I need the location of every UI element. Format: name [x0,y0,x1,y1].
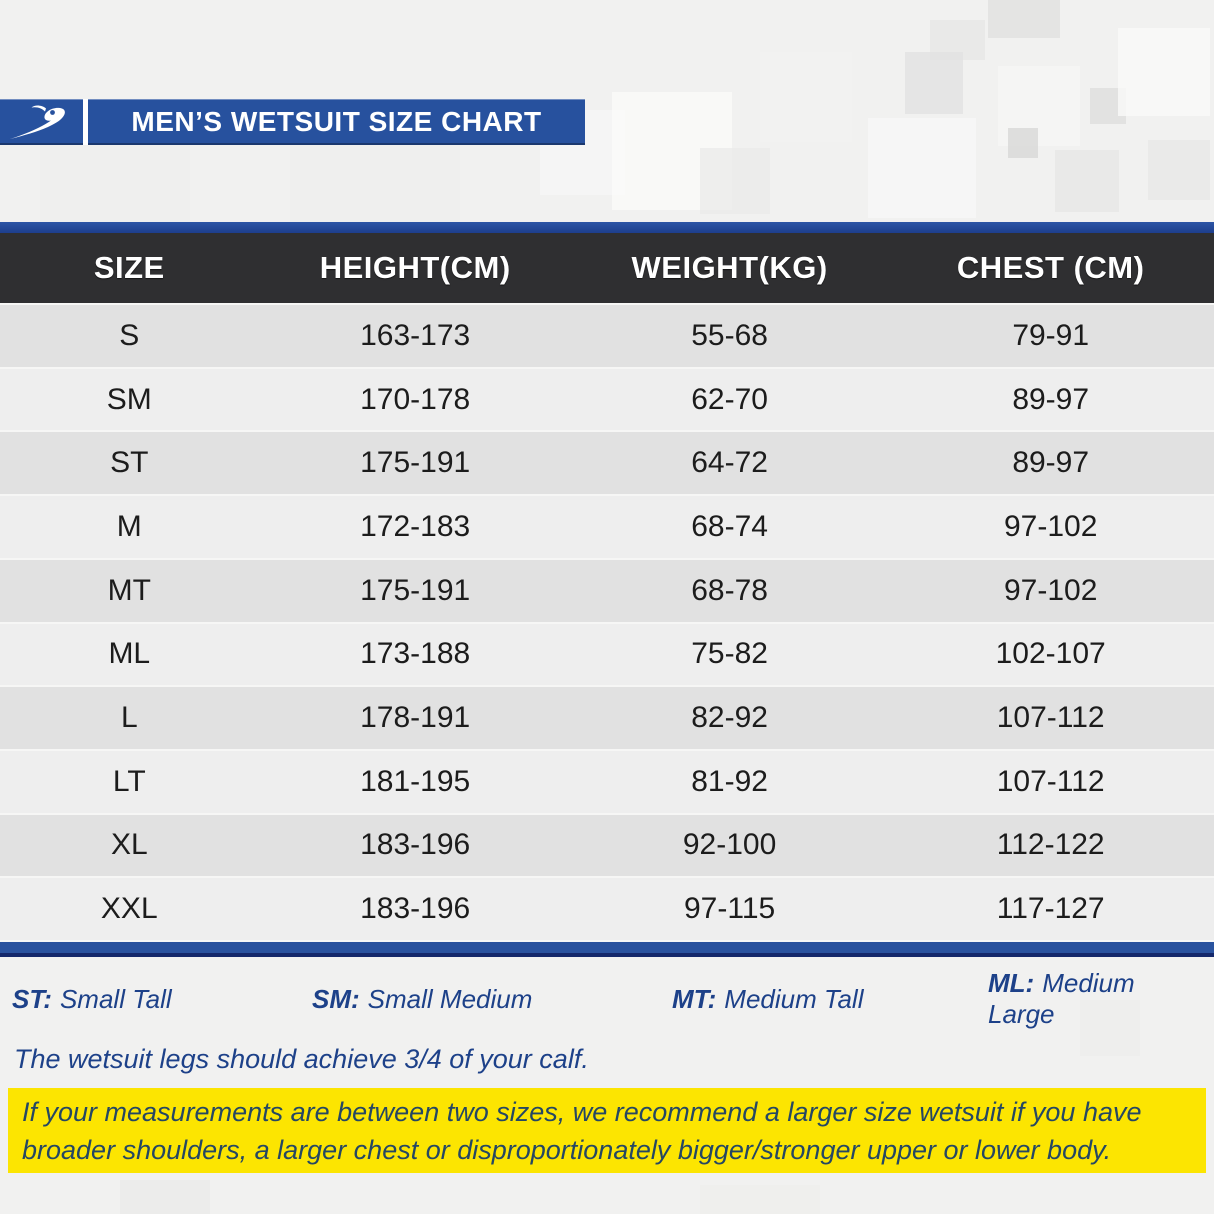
table-top-strip [0,222,1214,233]
texture-square [120,1180,210,1214]
table-cell: ML [108,637,151,671]
table-bottom-strip [0,940,1214,957]
table-cell: 89-97 [1012,446,1090,480]
table-cell: 68-78 [691,573,768,607]
table-cell: 181-195 [360,764,471,798]
texture-square [868,118,976,218]
table-cell: 97-102 [1003,509,1098,543]
column-header-chest: CHEST (CM) [956,250,1145,285]
column-header-height: HEIGHT(CM) [319,250,511,285]
legend-abbr: SM: [312,983,360,1014]
table-cell: SM [106,382,152,416]
texture-square [930,20,985,60]
legend-item-st: ST: Small Tall [12,984,312,1015]
texture-square [988,0,1060,38]
table-row: LT 181-195 81-92 107-112 [0,748,1214,813]
abbreviation-legend: ST: Small Tall SM: Small Medium MT: Medium … [12,968,1208,1029]
table-cell: 163-173 [360,318,471,352]
table-cell: 183-196 [360,828,471,862]
texture-square [1008,128,1038,158]
table-cell: 81-92 [691,764,768,798]
texture-square [1080,1000,1140,1056]
title-bar: MEN’S WETSUIT SIZE CHART [88,99,585,145]
size-recommendation-note: If your measurements are between two siz… [8,1088,1206,1173]
table-cell: L [120,701,138,735]
table-cell: 55-68 [691,318,768,352]
page-title: MEN’S WETSUIT SIZE CHART [131,106,542,137]
table-cell: 82-92 [691,701,768,735]
texture-square [1148,140,1210,200]
legend-abbr: MT: [672,983,717,1014]
size-table-header: SIZE HEIGHT(CM) WEIGHT(KG) CHEST (CM) [0,233,1214,303]
table-cell: 79-91 [1012,318,1090,352]
table-cell: MT [107,573,151,607]
table-row: XXL 183-196 97-115 117-127 [0,876,1214,941]
swoosh-s-icon [9,105,65,139]
table-cell: 62-70 [691,382,768,416]
legend-item-sm: SM: Small Medium [312,984,672,1015]
table-cell: 170-178 [360,382,471,416]
legend-label: Medium Large [988,968,1135,1029]
header: MEN’S WETSUIT SIZE CHART [0,99,585,145]
column-header-size: SIZE [93,250,165,285]
size-table-body: S 163-173 55-68 79-91 SM 170-178 62-70 89-97 ST 1… [0,303,1214,941]
legend-label: Medium Tall [724,983,864,1014]
brand-logo [0,99,83,145]
texture-square [905,52,963,114]
table-row: XL 183-196 92-100 112-122 [0,812,1214,877]
legend-label: Small Tall [59,983,172,1014]
table-cell: LT [112,764,146,798]
table-cell: M [116,509,142,543]
table-cell: 64-72 [691,446,768,480]
legend-abbr: ML: [988,968,1035,998]
texture-square [700,148,770,214]
table-cell: XL [110,828,148,862]
texture-square [700,1185,820,1214]
table-cell: 107-112 [996,764,1105,798]
table-row: ML 173-188 75-82 102-107 [0,621,1214,686]
table-row: S 163-173 55-68 79-91 [0,303,1214,367]
table-cell: 117-127 [996,892,1105,926]
table-cell: 102-107 [995,637,1106,671]
table-cell: 97-115 [684,892,776,926]
legend-item-mt: MT: Medium Tall [672,984,988,1015]
table-cell: ST [110,446,149,480]
table-cell: XXL [100,892,158,926]
table-cell: 92-100 [682,828,777,862]
table-cell: 75-82 [691,637,768,671]
table-row: MT 175-191 68-78 97-102 [0,557,1214,622]
table-cell: S [119,318,140,352]
header-divider [83,99,88,145]
legend-item-ml: ML: Medium Large [988,968,1208,1030]
table-cell: 175-191 [360,573,471,607]
table-cell: 175-191 [360,446,471,480]
table-cell: 89-97 [1012,382,1090,416]
table-cell: 97-102 [1003,573,1098,607]
texture-square [1055,150,1119,212]
table-cell: 172-183 [360,509,471,543]
legend-abbr: ST: [12,983,52,1014]
table-cell: 178-191 [360,701,471,735]
column-header-weight: WEIGHT(KG) [631,250,828,285]
table-row: L 178-191 82-92 107-112 [0,685,1214,749]
calf-note: The wetsuit legs should achieve 3/4 of y… [14,1044,589,1074]
table-cell: 173-188 [360,637,471,671]
table-cell: 107-112 [996,701,1105,735]
table-row: SM 170-178 62-70 89-97 [0,366,1214,431]
table-cell: 112-122 [996,828,1105,862]
table-row: M 172-183 68-74 97-102 [0,494,1214,558]
size-recommendation-text: If your measurements are between two siz… [22,1096,1142,1165]
legend-label: Small Medium [367,983,533,1014]
table-cell: 183-196 [360,892,471,926]
texture-square [760,52,852,142]
table-row: ST 175-191 64-72 89-97 [0,430,1214,495]
texture-square [1118,28,1210,116]
table-cell: 68-74 [691,509,768,543]
